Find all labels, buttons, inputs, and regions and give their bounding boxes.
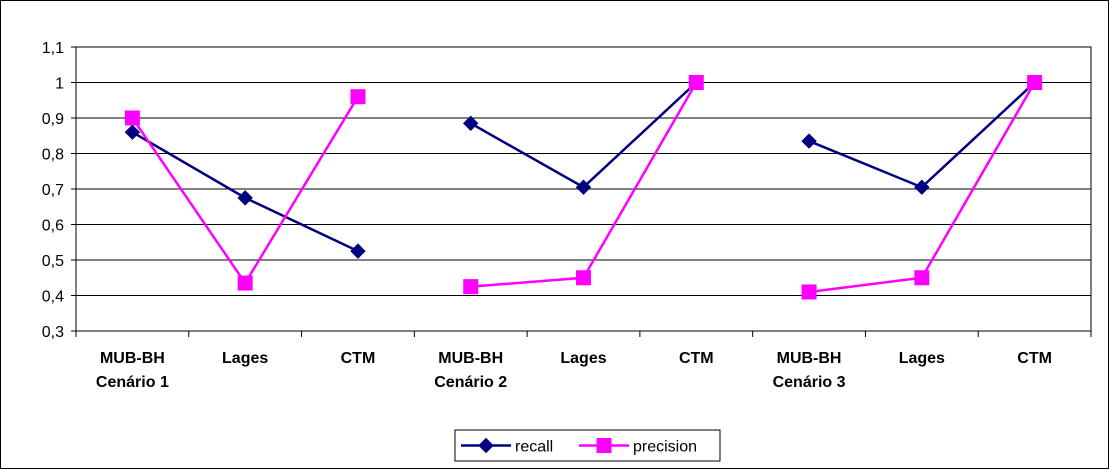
- series-layer: [124, 74, 1043, 300]
- x-tick-label: MUB-BH Cenário 3: [773, 350, 846, 391]
- legend: recall precision: [454, 429, 721, 462]
- legend-swatch-marker: [478, 437, 494, 454]
- y-tick-label: 0,3: [42, 324, 64, 341]
- data-point-precision: [350, 89, 366, 105]
- legend-label-recall: recall: [515, 439, 553, 456]
- data-point-recall: [237, 190, 253, 206]
- x-tick-label: CTM: [1017, 350, 1052, 367]
- data-point-precision: [463, 279, 479, 295]
- x-tick-label: CTM: [679, 350, 714, 367]
- data-point-recall: [575, 179, 592, 195]
- y-tick-label: 0,8: [42, 147, 64, 164]
- series-precision: [124, 75, 1043, 300]
- y-tick-label: 1,1: [42, 40, 64, 57]
- y-axis-ticks: 0,3 0,4 0,5 0,6 0,7 0,8 0,9 1 1,1: [42, 40, 76, 341]
- data-point-precision: [688, 75, 704, 90]
- legend-label-precision: precision: [633, 439, 697, 456]
- x-tick-label: Lages: [222, 350, 268, 367]
- x-tick-label: Lages: [560, 350, 606, 367]
- x-tick-label: Lages: [899, 350, 945, 367]
- y-tick-label: 1: [55, 76, 64, 93]
- data-point-recall: [914, 179, 930, 195]
- data-point-precision: [1027, 75, 1043, 90]
- data-point-recall: [801, 133, 817, 149]
- y-tick-label: 0,7: [42, 182, 64, 199]
- data-point-recall: [463, 115, 479, 132]
- legend-swatch-marker: [596, 438, 612, 453]
- x-tick-label: CTM: [341, 350, 376, 367]
- y-tick-label: 0,5: [42, 253, 64, 270]
- data-point-precision: [576, 270, 591, 286]
- data-point-recall: [124, 124, 141, 140]
- y-tick-label: 0,9: [42, 111, 64, 128]
- y-tick-label: 0,4: [42, 289, 64, 306]
- data-point-precision: [237, 275, 253, 291]
- y-tick-label: 0,6: [42, 218, 64, 235]
- data-point-precision: [801, 284, 817, 300]
- x-axis-ticks: MUB-BH Cenário 1 Lages CTM MUB-BH Cenário 2 La…: [75, 331, 1092, 391]
- data-point-precision: [914, 270, 930, 286]
- x-tick-label: MUB-BH Cenário 1: [96, 350, 169, 391]
- x-tick-label: MUB-BH Cenário 2: [434, 350, 507, 391]
- data-point-recall: [350, 243, 366, 259]
- data-point-precision: [124, 110, 140, 126]
